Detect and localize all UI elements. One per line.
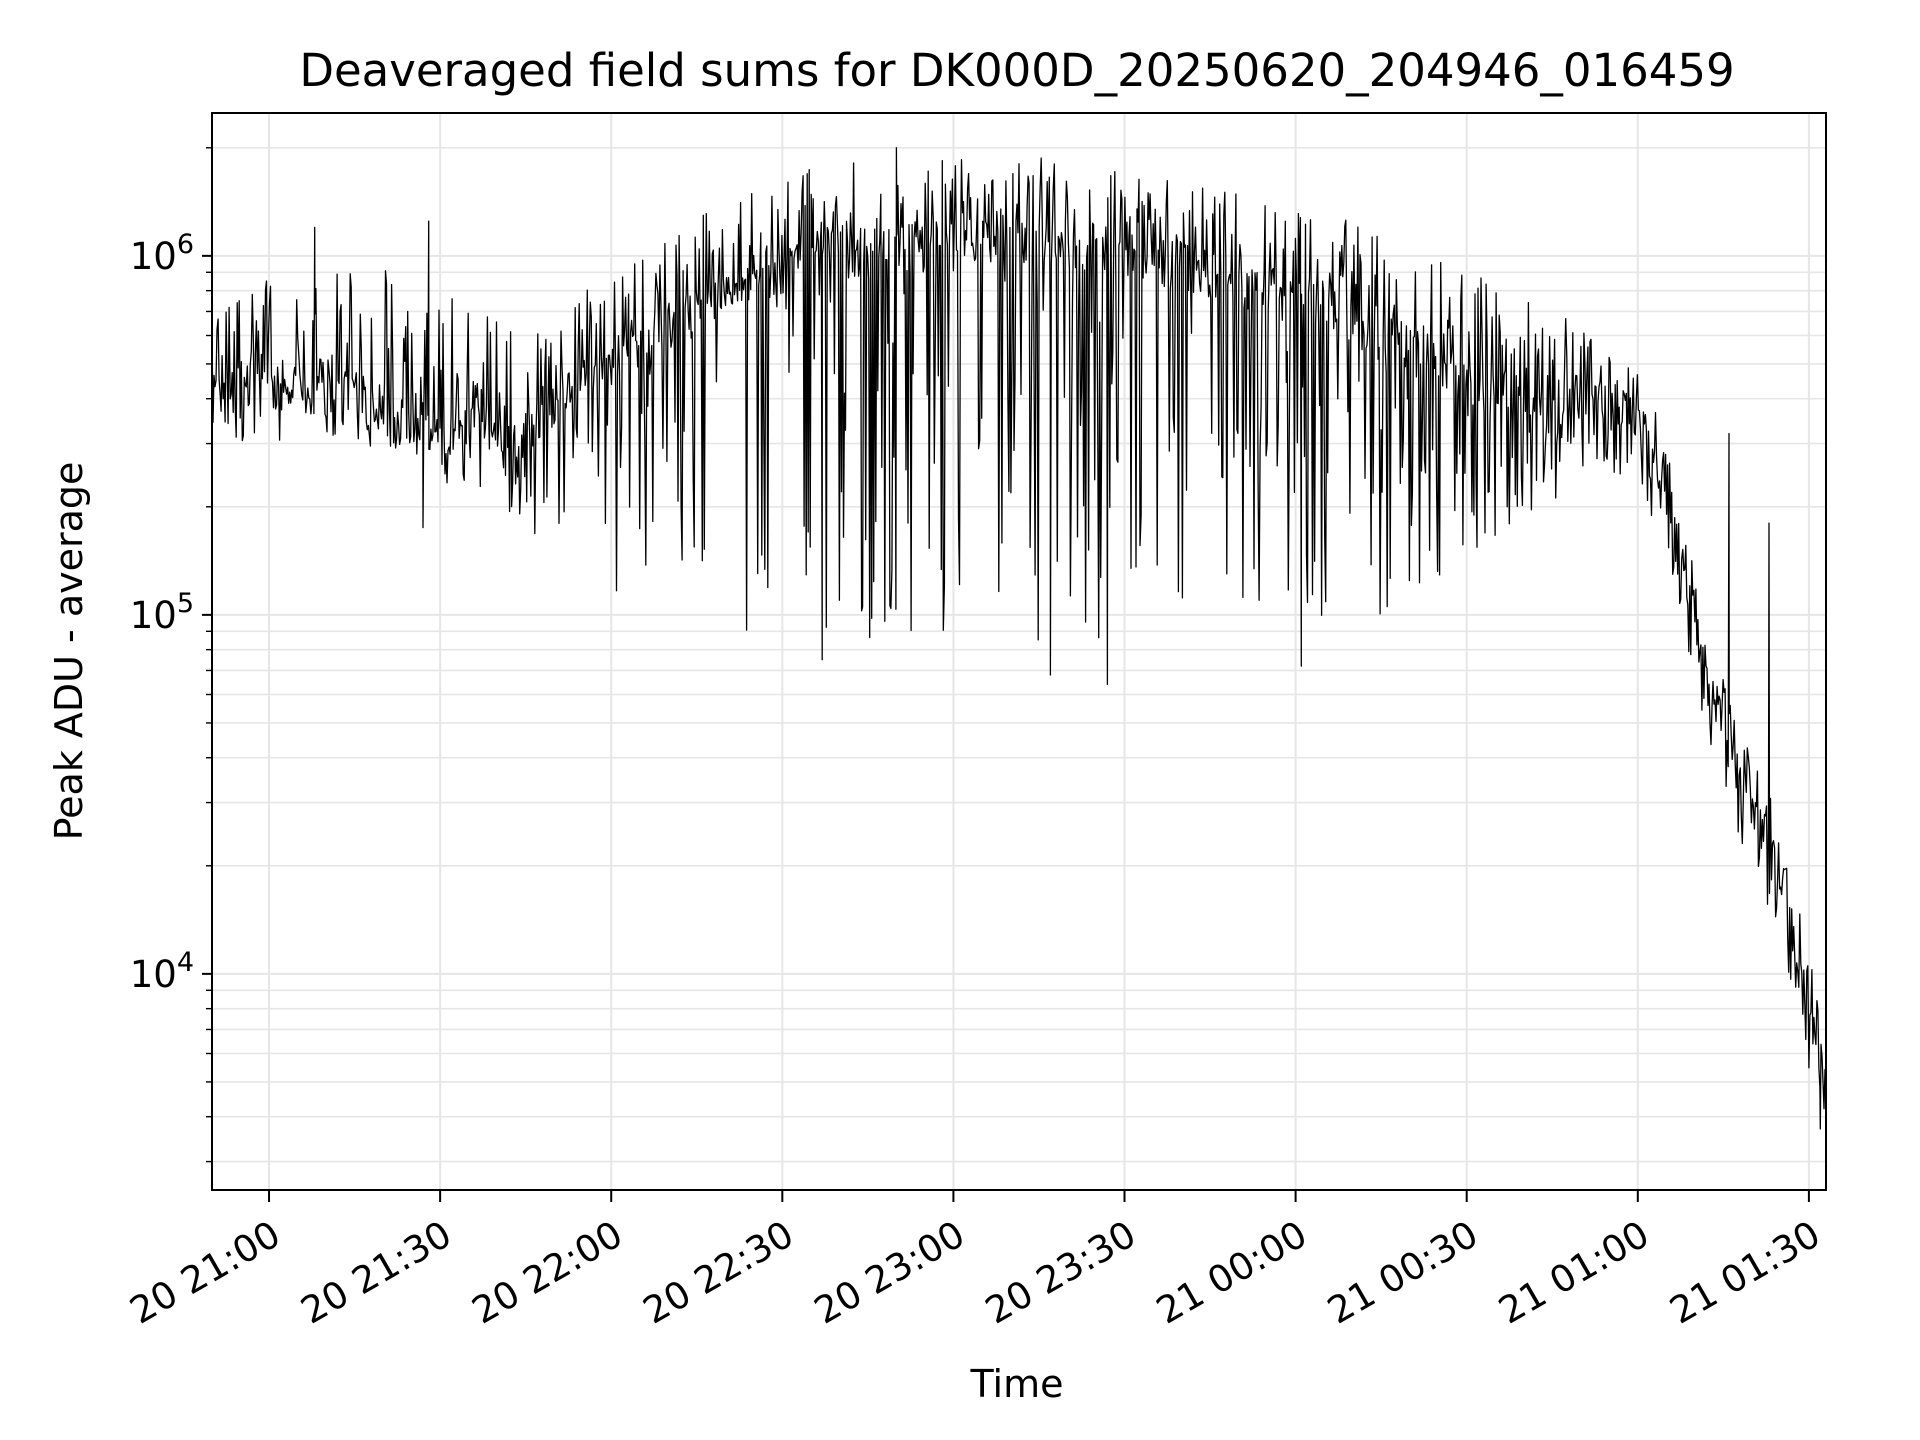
y-tick-exponent: 4 — [177, 947, 194, 978]
y-tick-label: 104 — [130, 947, 194, 996]
series-layer — [211, 147, 1827, 1130]
plot-frame — [211, 112, 1827, 1191]
y-tick-base: 10 — [130, 594, 177, 637]
y-tick-exponent: 5 — [177, 588, 194, 619]
y-tick-exponent: 6 — [177, 229, 194, 260]
x-axis-label: Time — [970, 1362, 1064, 1406]
y-tick-label: 105 — [130, 588, 194, 637]
y-tick-label: 106 — [130, 229, 194, 278]
chart-title: Deaveraged field sums for DK000D_2025062… — [299, 44, 1734, 97]
y-axis-label: Peak ADU - average — [47, 462, 91, 841]
series-line — [211, 147, 1827, 1130]
grid-lines — [212, 113, 1826, 1190]
y-tick-base: 10 — [130, 235, 177, 278]
y-tick-base: 10 — [130, 953, 177, 996]
